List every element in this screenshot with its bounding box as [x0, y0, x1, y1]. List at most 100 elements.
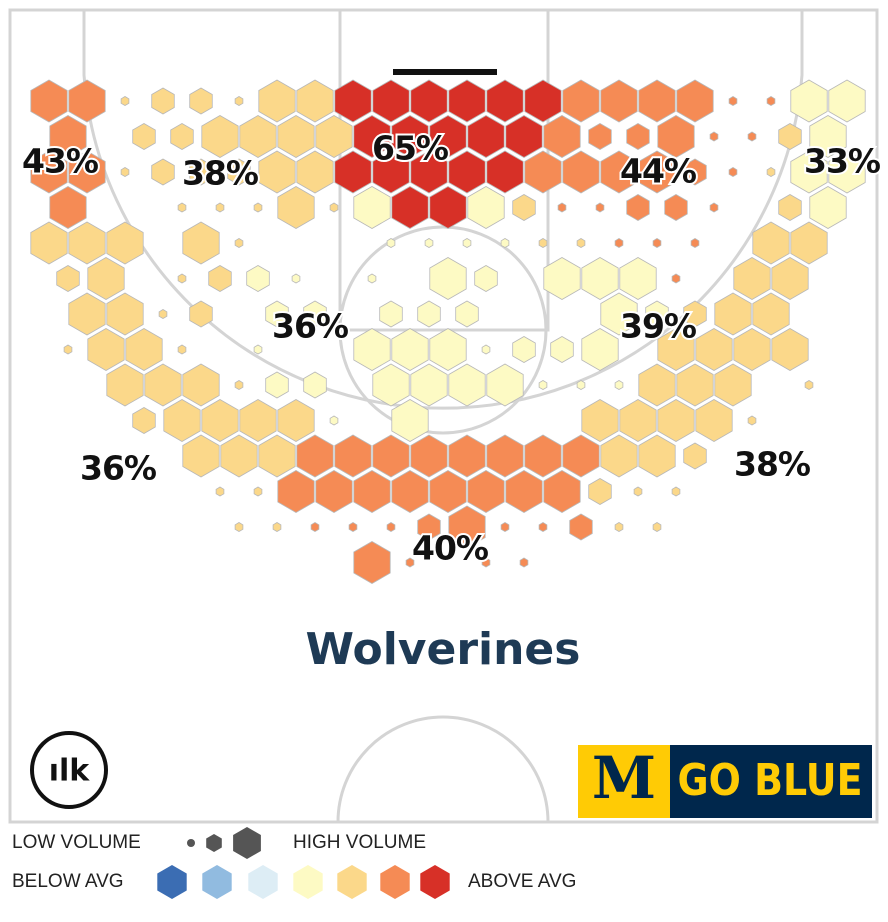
hex — [614, 238, 624, 248]
banner-right — [670, 745, 872, 818]
hex — [664, 194, 688, 221]
zone-label: 36% — [272, 307, 349, 346]
hex — [448, 505, 486, 549]
hex — [265, 371, 289, 399]
hex — [588, 478, 612, 505]
hex — [49, 186, 87, 229]
hex — [448, 79, 486, 123]
free-throw-circle — [338, 225, 548, 435]
zone-label: 33% — [804, 142, 881, 181]
hex — [277, 115, 315, 158]
hex — [576, 380, 586, 390]
hex — [500, 522, 510, 532]
hex — [151, 158, 175, 186]
zone-label: 40% — [412, 529, 489, 568]
hex — [778, 123, 802, 150]
hex — [714, 363, 752, 407]
court-border — [8, 8, 879, 824]
hex — [177, 202, 187, 213]
hex — [505, 470, 543, 513]
legend-volume-mid — [206, 834, 222, 852]
hex — [182, 434, 220, 478]
hex — [277, 470, 315, 513]
hex — [429, 186, 467, 229]
hex — [581, 328, 619, 371]
hex — [600, 292, 638, 336]
hex — [163, 399, 201, 442]
hex — [543, 470, 581, 513]
hex — [600, 150, 638, 194]
hex — [683, 442, 707, 470]
hex — [538, 522, 548, 532]
hex — [386, 522, 396, 532]
hex — [657, 399, 695, 442]
hex — [272, 522, 282, 532]
legend-color — [420, 865, 450, 899]
hex — [296, 150, 334, 194]
hex — [505, 115, 543, 158]
hex — [733, 328, 771, 371]
hex — [733, 257, 771, 300]
hex — [30, 221, 68, 265]
hex — [296, 434, 334, 478]
hex — [49, 115, 87, 158]
hex — [215, 202, 225, 213]
hex — [234, 96, 244, 106]
hex — [144, 363, 182, 407]
hex — [429, 470, 467, 513]
hex — [626, 123, 650, 150]
hex — [519, 557, 529, 568]
legend-color — [293, 865, 323, 899]
hex — [562, 434, 600, 478]
hex — [329, 202, 339, 213]
hex — [638, 79, 676, 123]
hex — [562, 79, 600, 123]
hex — [828, 79, 866, 123]
logo: ılk — [30, 731, 108, 809]
hex — [291, 273, 301, 284]
hex — [391, 186, 429, 229]
hex — [329, 415, 339, 426]
hex — [790, 221, 828, 265]
hex — [379, 300, 403, 328]
legend-high-volume: HIGH VOLUME — [293, 832, 426, 853]
hex — [132, 123, 156, 150]
legend-color — [157, 865, 187, 899]
zone-label: 36% — [80, 449, 157, 488]
hex — [253, 344, 263, 355]
hex — [410, 434, 448, 478]
legend-color — [248, 865, 278, 899]
hex — [790, 79, 828, 123]
hex — [652, 238, 662, 248]
hex — [348, 522, 358, 532]
hex — [766, 167, 776, 177]
hex — [569, 513, 593, 541]
hex — [728, 167, 738, 177]
hex — [106, 221, 144, 265]
hex — [728, 96, 738, 106]
hex — [557, 202, 567, 213]
legend-color — [380, 865, 410, 899]
hex — [638, 434, 676, 478]
hex — [391, 470, 429, 513]
hex — [106, 292, 144, 336]
hex — [543, 115, 581, 158]
hex — [246, 265, 270, 292]
hex — [481, 557, 491, 568]
zone-labels: 43% 38% 65% 44% 33% 36% 39% 36% 38% 40% — [20, 127, 884, 570]
hex — [429, 115, 467, 158]
hex — [538, 238, 548, 248]
hex — [253, 486, 263, 497]
hex — [372, 79, 410, 123]
hex — [550, 336, 574, 363]
legend-below-avg: BELOW AVG — [12, 871, 124, 892]
hex — [189, 158, 213, 186]
banner-text: GO BLUE — [678, 755, 863, 806]
hex — [106, 363, 144, 407]
hex — [151, 87, 175, 115]
hex — [538, 380, 548, 390]
hex — [600, 79, 638, 123]
hex — [265, 300, 289, 328]
hex — [752, 292, 790, 336]
